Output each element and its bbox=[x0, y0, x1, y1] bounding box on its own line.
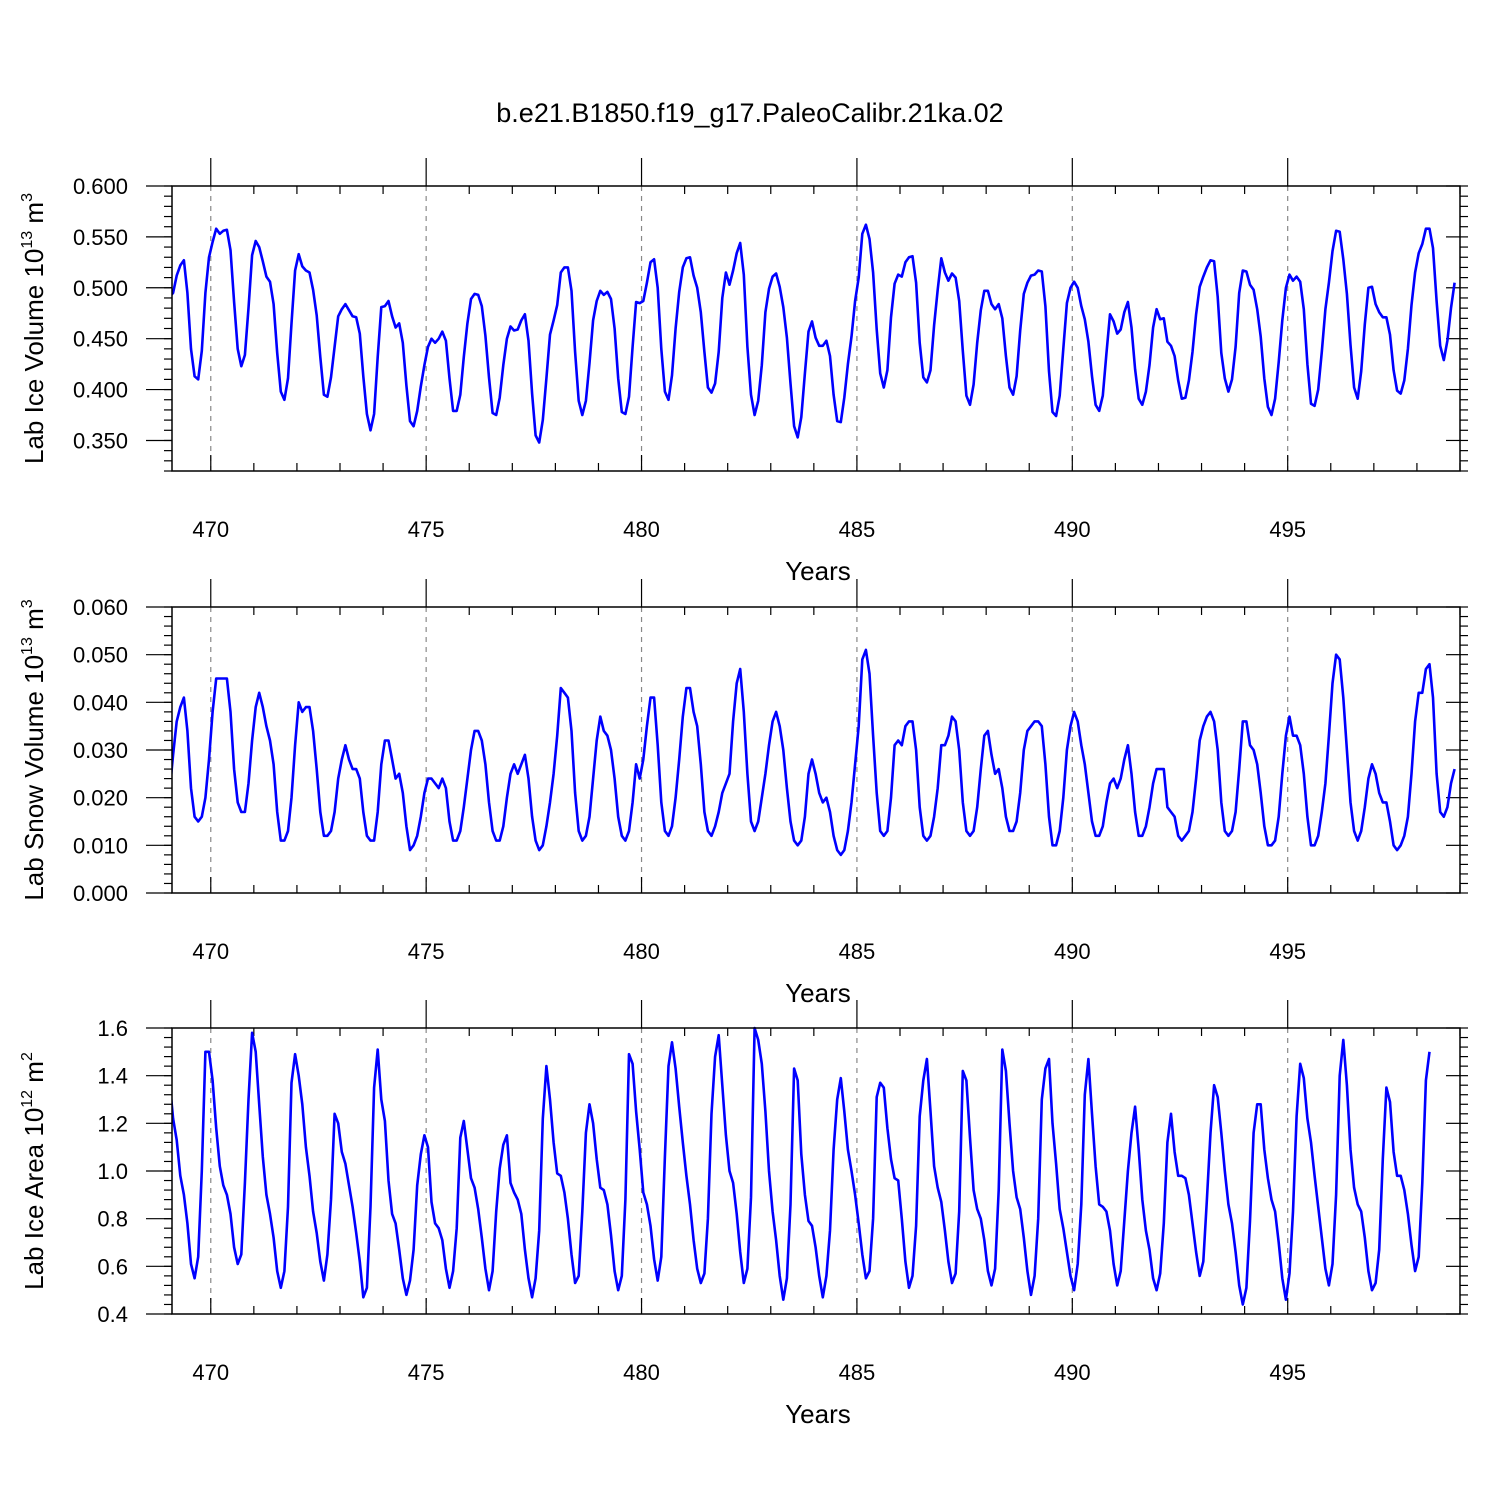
lab-ice-volume-y-label-unit-exponent: 3 bbox=[19, 193, 36, 202]
lab-ice-volume-y-tick-label: 0.500 bbox=[73, 276, 128, 301]
lab-ice-area-y-tick-label: 0.6 bbox=[97, 1254, 128, 1279]
lab-ice-area-y-axis-label: Lab Ice Area 1012 m2 bbox=[19, 1052, 49, 1290]
lab-ice-volume-y-tick-label: 0.550 bbox=[73, 225, 128, 250]
lab-snow-volume-plot-frame bbox=[171, 606, 1461, 894]
lab-ice-area-y-label-unit-exponent: 2 bbox=[19, 1052, 36, 1061]
lab-snow-volume-x-tick-label: 475 bbox=[408, 939, 445, 964]
lab-ice-area-series-line bbox=[172, 1026, 1431, 1306]
lab-snow-volume-y-tick-label: 0.040 bbox=[73, 690, 128, 715]
lab-snow-volume-y-tick-label: 0.020 bbox=[73, 786, 128, 811]
lab-snow-volume-y-tick-label: 0.030 bbox=[73, 738, 128, 763]
lab-snow-volume-y-label-main: Lab Snow Volume 10 bbox=[19, 655, 49, 901]
lab-ice-area-y-tick-label: 0.8 bbox=[97, 1207, 128, 1232]
lab-ice-volume-x-tick-label: 485 bbox=[839, 517, 876, 542]
lab-snow-volume-x-tick-label: 495 bbox=[1269, 939, 1306, 964]
lab-ice-volume-x-axis-label: Years bbox=[785, 556, 851, 586]
lab-ice-area-y-tick-label: 0.4 bbox=[97, 1302, 128, 1327]
lab-snow-volume-y-tick-label: 0.050 bbox=[73, 643, 128, 668]
lab-ice-area-plot-frame bbox=[171, 1027, 1461, 1315]
lab-ice-volume-y-tick-label: 0.600 bbox=[73, 174, 128, 199]
lab-ice-area-x-tick-label: 480 bbox=[623, 1360, 660, 1385]
lab-snow-volume-panel: 470 475 480 485 490 495 0.000 0.010 0.020 0.030 0.… bbox=[19, 579, 1468, 1008]
lab-ice-volume-panel: 470 475 480 485 490 495 0.350 0.400 0.450 0.500 0.… bbox=[19, 158, 1468, 586]
lab-snow-volume-y-label-exponent: 13 bbox=[19, 637, 36, 655]
lab-ice-volume-y-label-unit: m bbox=[19, 202, 49, 231]
lab-snow-volume-x-tick-label: 485 bbox=[839, 939, 876, 964]
lab-ice-area-y-tick-label: 1.4 bbox=[97, 1064, 128, 1089]
lab-snow-volume-x-axis-label: Years bbox=[785, 978, 851, 1008]
lab-ice-area-x-tick-label: 490 bbox=[1054, 1360, 1091, 1385]
lab-ice-area-y-label-unit: m bbox=[19, 1061, 49, 1090]
lab-ice-area-panel: 470 475 480 485 490 495 0.4 0.6 0.8 1.0 1.2 1.4 1.6 Y… bbox=[19, 1000, 1468, 1429]
lab-ice-volume-x-tick-label: 480 bbox=[623, 517, 660, 542]
lab-ice-area-y-tick-label: 1.2 bbox=[97, 1111, 128, 1136]
lab-snow-volume-x-tick-label: 490 bbox=[1054, 939, 1091, 964]
lab-ice-volume-y-tick-label: 0.450 bbox=[73, 327, 128, 352]
lab-ice-volume-y-label-exponent: 13 bbox=[19, 231, 36, 249]
lab-ice-area-x-axis-label: Years bbox=[785, 1399, 851, 1429]
lab-snow-volume-y-axis-label: Lab Snow Volume 1013 m3 bbox=[19, 599, 49, 900]
lab-ice-volume-y-axis-label: Lab Ice Volume 1013 m3 bbox=[19, 193, 49, 464]
lab-ice-volume-x-tick-label: 475 bbox=[408, 517, 445, 542]
lab-snow-volume-y-label-unit: m bbox=[19, 608, 49, 637]
lab-snow-volume-y-tick-label: 0.060 bbox=[73, 595, 128, 620]
lab-snow-volume-y-label-unit-exponent: 3 bbox=[19, 599, 36, 608]
lab-snow-volume-x-tick-label: 480 bbox=[623, 939, 660, 964]
lab-ice-area-x-tick-label: 470 bbox=[192, 1360, 229, 1385]
lab-ice-volume-x-tick-label: 490 bbox=[1054, 517, 1091, 542]
lab-ice-area-x-tick-label: 485 bbox=[839, 1360, 876, 1385]
lab-ice-area-x-tick-label: 495 bbox=[1269, 1360, 1306, 1385]
lab-ice-volume-x-tick-label: 470 bbox=[192, 517, 229, 542]
lab-ice-volume-y-label-main: Lab Ice Volume 10 bbox=[19, 249, 49, 464]
lab-ice-area-y-tick-label: 1.6 bbox=[97, 1016, 128, 1041]
lab-ice-area-y-label-exponent: 12 bbox=[19, 1090, 36, 1108]
lab-ice-area-y-label-main: Lab Ice Area 10 bbox=[19, 1108, 49, 1290]
lab-ice-volume-y-tick-label: 0.400 bbox=[73, 378, 128, 403]
lab-ice-volume-plot-frame bbox=[171, 185, 1461, 472]
panels: 470 475 480 485 490 495 0.350 0.400 0.450 0.500 0.… bbox=[19, 158, 1468, 1429]
lab-snow-volume-x-tick-label: 470 bbox=[192, 939, 229, 964]
lab-ice-volume-x-tick-label: 495 bbox=[1269, 517, 1306, 542]
lab-ice-volume-series-line bbox=[172, 223, 1456, 444]
lab-ice-volume-y-tick-label: 0.350 bbox=[73, 428, 128, 453]
figure-title: b.e21.B1850.f19_g17.PaleoCalibr.21ka.02 bbox=[496, 98, 1003, 128]
lab-snow-volume-y-tick-label: 0.010 bbox=[73, 833, 128, 858]
lab-ice-area-y-tick-label: 1.0 bbox=[97, 1159, 128, 1184]
lab-snow-volume-y-tick-label: 0.000 bbox=[73, 881, 128, 906]
lab-ice-area-x-tick-label: 475 bbox=[408, 1360, 445, 1385]
lab-snow-volume-series-line bbox=[172, 648, 1456, 857]
